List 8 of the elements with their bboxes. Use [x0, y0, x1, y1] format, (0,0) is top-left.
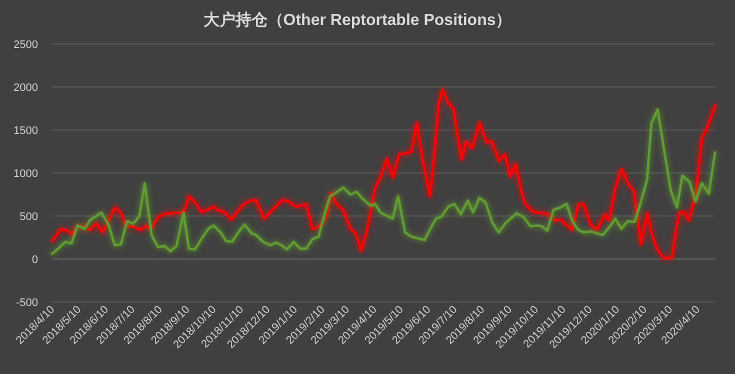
y-tick-label: 1000: [14, 168, 38, 180]
y-tick-label: 0: [32, 254, 38, 266]
y-tick-label: 500: [20, 211, 38, 223]
y-tick-label: 1500: [14, 125, 38, 137]
chart-title: 大户持仓（Other Reptortable Positions）: [203, 11, 512, 29]
y-tick-label: -500: [16, 297, 38, 309]
y-tick-label: 2500: [14, 39, 38, 51]
y-tick-label: 2000: [14, 82, 38, 94]
